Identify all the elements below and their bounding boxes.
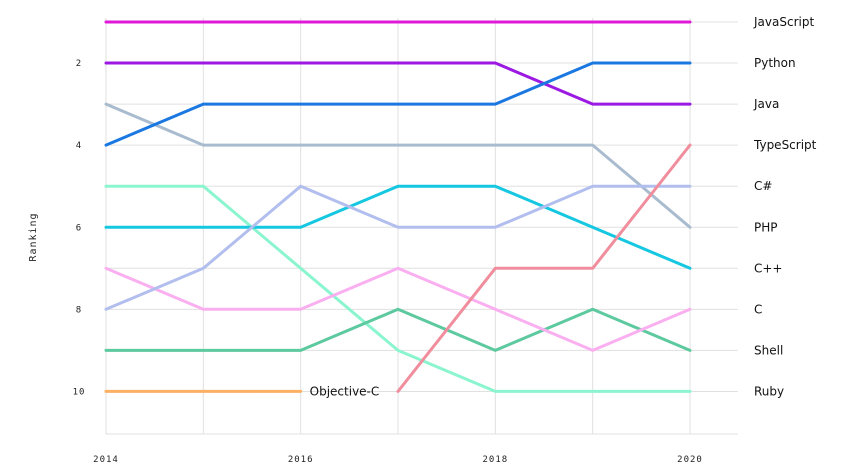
end-label: Ruby (754, 384, 784, 398)
end-label: C (754, 302, 762, 316)
y-tick-label: 8 (76, 305, 82, 315)
series-line-typescript (396, 143, 692, 393)
y-tick-label: 4 (76, 141, 82, 151)
series-line-c (104, 266, 692, 352)
series-line-php (104, 102, 692, 229)
x-tick-label: 2020 (677, 455, 703, 465)
series-lines (104, 20, 692, 393)
series-line-ruby (104, 184, 692, 393)
x-tick-label: 2016 (288, 455, 314, 465)
annotations: Objective-C (310, 384, 380, 398)
end-label: Shell (754, 343, 783, 357)
end-label: C# (754, 179, 772, 193)
series-line-cplusplus (104, 184, 692, 270)
end-label: C++ (754, 261, 783, 275)
end-label: TypeScript (753, 138, 817, 152)
y-tick-label: 10 (73, 387, 86, 397)
x-tick-label: 2018 (482, 455, 508, 465)
x-tick-label: 2014 (93, 455, 119, 465)
series-line-python (104, 61, 692, 147)
x-axis-ticks: 2014 2016 2018 2020 (93, 455, 703, 465)
end-label: JavaScript (753, 15, 814, 29)
end-label: Java (753, 97, 779, 111)
annotation-label: Objective-C (310, 384, 380, 398)
y-tick-label: 2 (76, 59, 82, 69)
end-label: PHP (754, 220, 778, 234)
end-label: Python (754, 56, 796, 70)
end-labels: JavaScript Python Java TypeScript C# PHP C++ C S… (753, 15, 817, 398)
series-line-csharp (104, 184, 692, 311)
series-line-shell (104, 307, 692, 352)
y-axis-ticks: 2 4 6 8 10 (73, 59, 86, 397)
y-tick-label: 6 (76, 223, 82, 233)
y-axis-title: Ranking (28, 212, 39, 261)
series-line-java (104, 61, 692, 106)
